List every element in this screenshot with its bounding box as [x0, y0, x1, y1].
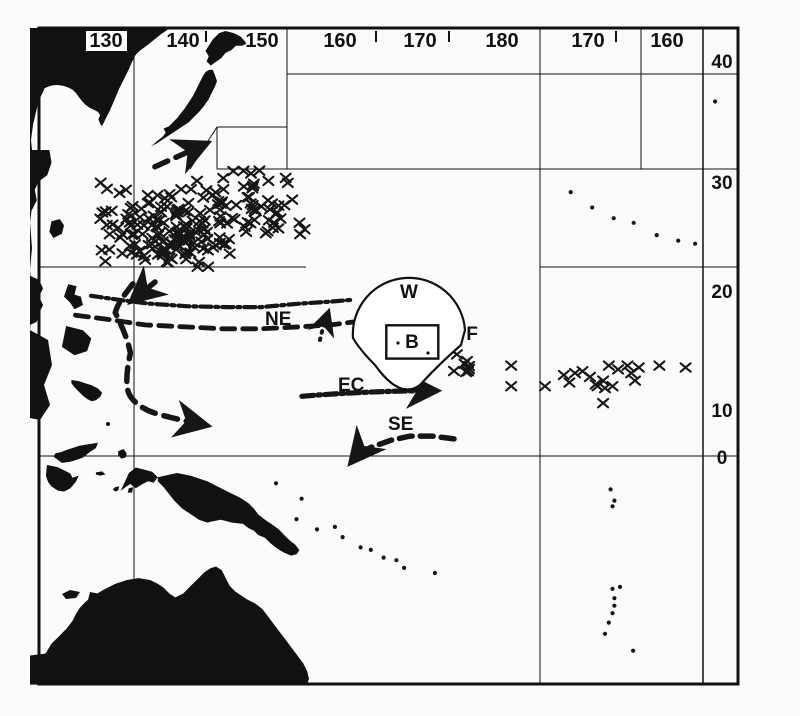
svg-text:10: 10: [711, 401, 732, 422]
svg-text:NE: NE: [265, 309, 291, 330]
svg-text:160: 160: [650, 30, 683, 52]
svg-text:EC: EC: [338, 375, 365, 396]
svg-text:130: 130: [89, 30, 122, 52]
svg-text:180: 180: [485, 30, 518, 52]
svg-text:170: 170: [403, 30, 436, 52]
svg-text:B: B: [405, 332, 419, 353]
svg-text:140: 140: [166, 30, 199, 52]
svg-text:30: 30: [711, 173, 732, 194]
svg-text:W: W: [400, 282, 418, 303]
svg-text:170: 170: [571, 30, 604, 52]
svg-text:SE: SE: [388, 414, 413, 435]
svg-text:160: 160: [323, 30, 356, 52]
svg-text:0: 0: [717, 448, 728, 469]
svg-text:20: 20: [711, 282, 732, 303]
svg-text:F: F: [466, 324, 478, 345]
svg-text:150: 150: [245, 30, 278, 52]
svg-text:40: 40: [711, 52, 732, 73]
